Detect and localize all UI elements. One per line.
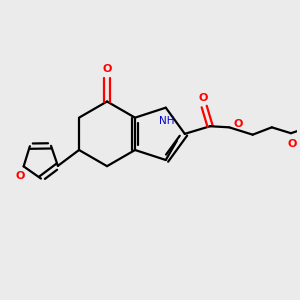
Text: O: O — [199, 93, 208, 103]
Text: NH: NH — [160, 116, 175, 126]
Text: O: O — [102, 64, 112, 74]
Text: O: O — [15, 171, 25, 181]
Text: O: O — [288, 139, 297, 148]
Text: O: O — [234, 119, 243, 129]
